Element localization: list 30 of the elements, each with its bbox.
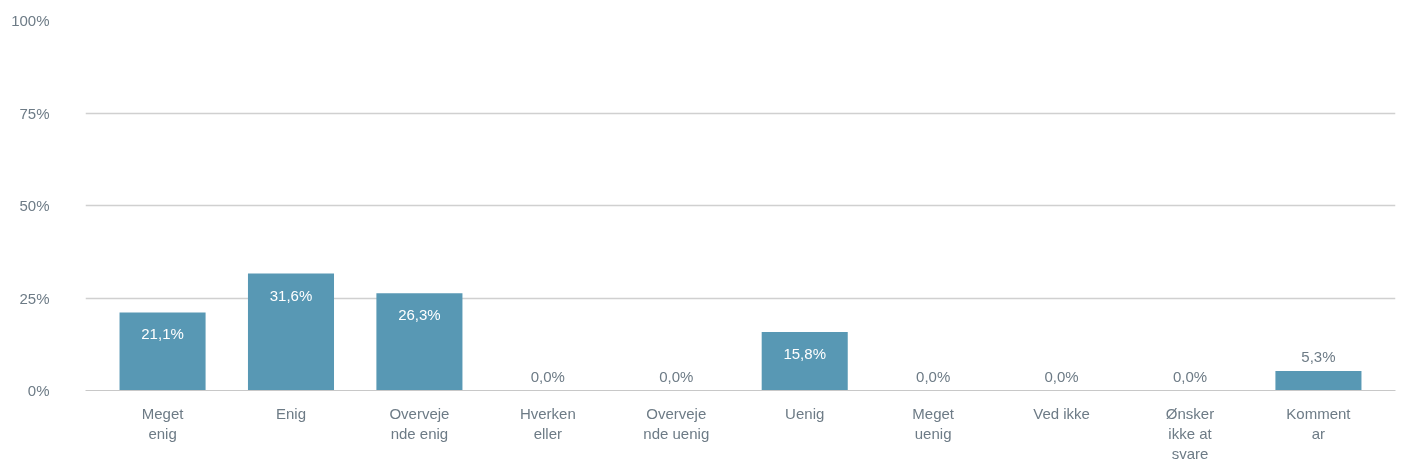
y-tick-label: 100% bbox=[11, 12, 50, 29]
data-label: 26,3% bbox=[398, 306, 441, 324]
y-tick-label: 25% bbox=[19, 289, 50, 307]
bar bbox=[761, 332, 848, 391]
x-tick-label: Komment ar bbox=[1286, 404, 1352, 442]
data-label: 15,8% bbox=[783, 345, 826, 363]
data-label: 0,0% bbox=[530, 367, 565, 385]
y-tick-label: 75% bbox=[19, 104, 50, 122]
x-tick-label: Overveje nde uenig bbox=[643, 404, 710, 442]
bar bbox=[119, 312, 206, 391]
y-tick-label: 0% bbox=[27, 382, 50, 399]
x-tick-label: Meget uenig bbox=[912, 404, 955, 442]
x-tick-label: Ved ikke bbox=[1033, 404, 1090, 422]
x-tick-label: Overveje nde enig bbox=[389, 404, 450, 442]
x-tick-label: Uenig bbox=[785, 404, 825, 422]
data-label: 31,6% bbox=[269, 286, 313, 304]
data-label: 0,0% bbox=[659, 367, 694, 385]
data-label: 21,1% bbox=[141, 325, 184, 343]
data-label: 0,0% bbox=[1044, 367, 1079, 385]
data-label: 0,0% bbox=[916, 367, 951, 385]
x-tick-label: Enig bbox=[275, 404, 307, 422]
bar bbox=[1275, 370, 1362, 391]
data-label: 5,3% bbox=[1301, 347, 1336, 365]
x-tick-label: Meget enig bbox=[141, 404, 185, 442]
y-tick-label: 50% bbox=[19, 197, 50, 214]
bar bbox=[247, 273, 335, 391]
data-label: 0,0% bbox=[1172, 367, 1208, 385]
x-tick-label: Ønsker ikke at svare bbox=[1165, 404, 1215, 463]
bar bbox=[376, 293, 463, 391]
x-tick-label: Hverken eller bbox=[519, 404, 576, 442]
